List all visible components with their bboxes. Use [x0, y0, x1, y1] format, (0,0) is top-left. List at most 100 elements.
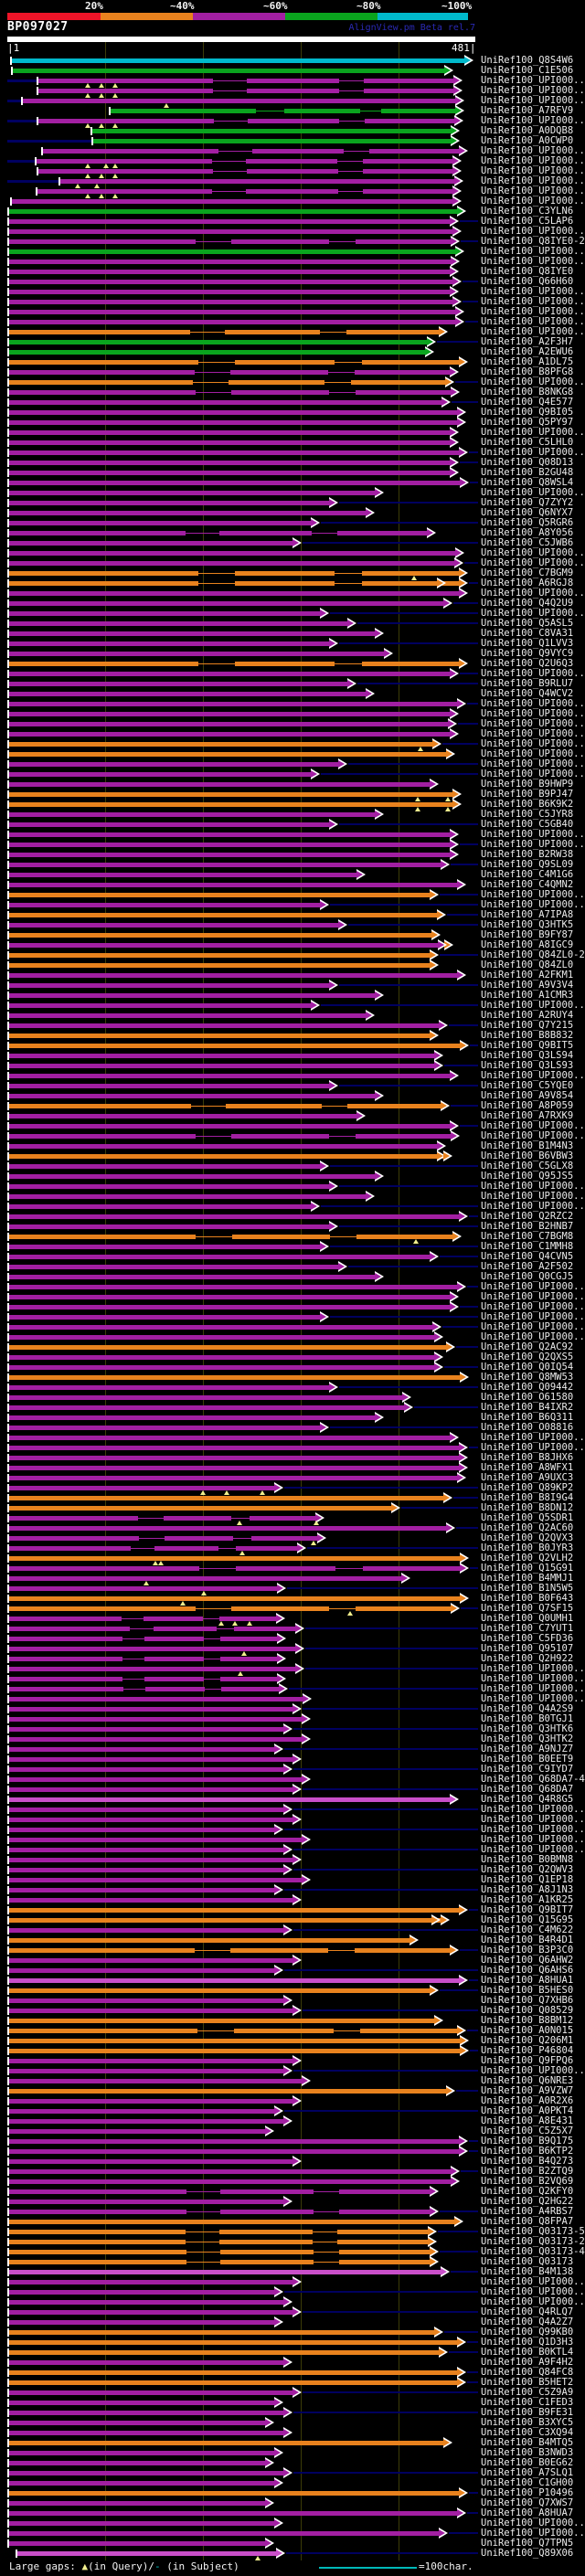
arrowhead-icon	[283, 2359, 290, 2366]
arrowhead-icon	[455, 308, 462, 315]
start-tick	[7, 2379, 9, 2387]
hit-row: UniRef100_Q1LVV3	[0, 638, 585, 650]
hit-label: UniRef100_C8VA31	[481, 628, 574, 639]
alignment-bar	[8, 471, 452, 475]
alignment-bar	[153, 1627, 218, 1631]
hit-row: UniRef100_A0CWP0	[0, 135, 585, 147]
subject-tail	[348, 924, 478, 926]
hit-label: UniRef100_UPI000..	[481, 296, 585, 307]
hit-label: UniRef100_A8J1N3	[481, 1884, 574, 1895]
arrowhead-icon	[452, 800, 459, 808]
hit-row: UniRef100_Q2U6Q3	[0, 658, 585, 670]
arrowhead-icon	[434, 1353, 441, 1361]
hit-row: UniRef100_B4MMJ1	[0, 1573, 585, 1585]
start-tick	[7, 720, 9, 728]
start-tick	[7, 449, 9, 457]
arrowhead-icon	[434, 2328, 441, 2336]
alignment-bar	[8, 1918, 443, 1923]
arrowhead-icon	[437, 579, 443, 587]
hit-label: UniRef100_Q7XWS7	[481, 2497, 574, 2508]
alignment-bar	[8, 2270, 443, 2274]
start-tick	[7, 760, 9, 769]
arrowhead-icon	[453, 77, 460, 84]
hit-row: UniRef100_A9V854	[0, 1090, 585, 1102]
subject-tail	[284, 1969, 478, 1971]
alignment-bar	[365, 119, 457, 123]
hit-row: UniRef100_UPI000..	[0, 1181, 585, 1193]
arrowhead-icon	[450, 368, 456, 376]
hit-row: UniRef100_B0BMN8	[0, 1854, 585, 1866]
arrowhead-icon	[404, 1404, 410, 1411]
subject-tail	[442, 1326, 478, 1328]
arrowhead-icon	[274, 2399, 281, 2406]
hit-label: UniRef100_Q7SF15	[481, 1603, 574, 1614]
hit-label: UniRef100_B9FY87	[481, 929, 574, 940]
hit-label: UniRef100_Q3HTK5	[481, 919, 574, 930]
hit-label: UniRef100_UPI000..	[481, 698, 585, 709]
subject-tail	[293, 1869, 478, 1871]
hit-label: UniRef100_Q7ZYY2	[481, 497, 574, 508]
hit-label: UniRef100_C7BGM9	[481, 567, 574, 578]
hit-label: UniRef100_C1FED3	[481, 2397, 574, 2408]
alignment-bar	[220, 2210, 314, 2214]
start-tick	[7, 2007, 9, 2015]
query-gap-marker-icon	[85, 174, 90, 178]
start-tick	[7, 2017, 9, 2025]
start-tick	[7, 700, 9, 708]
alignment-bar	[347, 1104, 443, 1108]
arrowhead-icon	[274, 1484, 281, 1491]
query-gap-marker-icon	[85, 194, 90, 198]
start-tick	[7, 489, 9, 497]
alignment-bar	[219, 2230, 313, 2234]
alignment-bar	[8, 1385, 332, 1390]
hit-row: UniRef100_Q1D3H3	[0, 2337, 585, 2348]
start-tick	[7, 1454, 9, 1462]
arrowhead-icon	[430, 2188, 436, 2195]
alignment-bar	[92, 139, 453, 143]
hit-row: UniRef100_UPI000..	[0, 2276, 585, 2288]
hit-label: UniRef100_UPI000..	[481, 748, 585, 759]
subject-tail	[284, 2110, 478, 2112]
alignment-bar	[8, 1707, 295, 1712]
hit-label: UniRef100_B8DN12	[481, 1502, 574, 1513]
start-tick	[7, 1977, 9, 1985]
alignment-bar	[8, 2220, 457, 2224]
hit-label: UniRef100_UPI000..	[481, 316, 585, 327]
subject-tail	[440, 1989, 478, 1991]
arrowhead-icon	[457, 1283, 463, 1290]
alignment-bar	[8, 2340, 460, 2345]
query-gap-marker-icon	[201, 1591, 207, 1595]
alignment-bar	[8, 1446, 462, 1450]
subject-tail	[456, 1527, 478, 1529]
alignment-bar	[8, 1134, 196, 1139]
arrowhead-icon	[274, 1966, 281, 1974]
hit-label: UniRef100_Q9SL09	[481, 859, 574, 870]
hit-label: UniRef100_Q8IYE0-2	[481, 236, 585, 247]
subject-tail	[339, 502, 478, 504]
hit-label: UniRef100_A7IPA8	[481, 909, 574, 920]
hit-label: UniRef100_C7YUT1	[481, 1623, 574, 1634]
alignment-bar	[8, 662, 199, 666]
arrowhead-icon	[434, 1062, 441, 1069]
alignment-bar	[8, 260, 453, 264]
hit-row: UniRef100_UPI000..	[0, 1301, 585, 1313]
arrowhead-icon	[430, 2258, 436, 2265]
hit-label: UniRef100_UPI000..	[481, 547, 585, 558]
hit-label: UniRef100_Q5RGR6	[481, 517, 574, 528]
start-tick	[7, 2499, 9, 2507]
alignment-bar	[8, 1094, 378, 1098]
hit-row: UniRef100_UPI000..	[0, 748, 585, 760]
alignment-bar	[8, 420, 460, 425]
alignment-bar	[8, 1184, 332, 1189]
query-gap-marker-icon	[112, 194, 118, 198]
start-tick	[7, 1926, 9, 1935]
start-tick	[7, 1394, 9, 1402]
arrowhead-icon	[292, 1856, 299, 1863]
hit-label: UniRef100_Q84ZL0	[481, 959, 574, 970]
hit-row: UniRef100_B9PJ47	[0, 789, 585, 801]
start-tick	[7, 1293, 9, 1301]
start-tick	[7, 2027, 9, 2035]
start-tick	[7, 207, 9, 216]
alignment-bar	[8, 933, 434, 938]
alignment-bar	[8, 2421, 268, 2425]
